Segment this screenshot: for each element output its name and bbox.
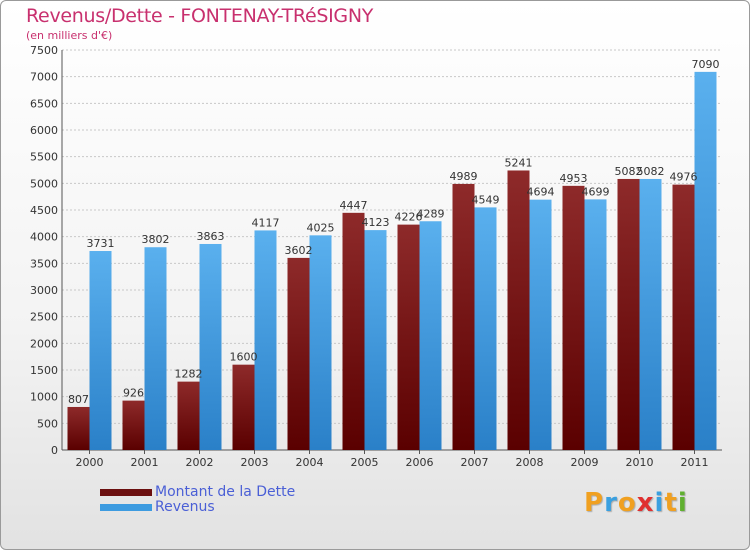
x-tick-label: 2000 bbox=[76, 456, 104, 469]
x-tick-label: 2009 bbox=[571, 456, 599, 469]
y-tick-label: 2000 bbox=[30, 337, 58, 350]
y-tick-label: 6500 bbox=[30, 97, 58, 110]
y-tick-label: 6000 bbox=[30, 124, 58, 137]
data-label-revenue: 4699 bbox=[582, 185, 610, 198]
legend-label-revenue: Revenus bbox=[155, 499, 215, 515]
labels: 807 3731 926 3802 1282 3863 1600 4117 3602 4025 44… bbox=[68, 58, 720, 406]
y-tick-label: 7000 bbox=[30, 71, 58, 84]
bar-revenue bbox=[639, 178, 662, 450]
bar-debt bbox=[452, 183, 475, 451]
logo-letter: r bbox=[604, 488, 618, 518]
data-label-debt: 5241 bbox=[505, 156, 533, 169]
y-tick-label: 1000 bbox=[30, 391, 58, 404]
data-label-debt: 807 bbox=[68, 393, 89, 406]
x-tick-label: 2001 bbox=[131, 456, 159, 469]
x-tick-label: 2007 bbox=[461, 456, 489, 469]
data-label-debt: 5082 bbox=[615, 165, 643, 178]
y-tick-label: 5000 bbox=[30, 177, 58, 190]
bar-revenue bbox=[89, 251, 112, 450]
bar-debt bbox=[507, 170, 530, 451]
bars bbox=[67, 71, 717, 451]
data-label-revenue: 3802 bbox=[142, 233, 170, 246]
bar-debt bbox=[397, 224, 420, 450]
y-tick-label: 0 bbox=[51, 444, 58, 457]
data-label-revenue: 3731 bbox=[87, 237, 115, 250]
data-label-revenue: 4694 bbox=[527, 186, 555, 199]
data-label-revenue: 4289 bbox=[417, 207, 445, 220]
y-tick-label: 7500 bbox=[30, 44, 58, 57]
bar-debt bbox=[177, 381, 200, 450]
data-label-revenue: 4123 bbox=[362, 216, 390, 229]
data-label-revenue: 7090 bbox=[692, 58, 720, 71]
proxiti-logo: Proxiti bbox=[584, 488, 688, 518]
data-label-debt: 4447 bbox=[340, 199, 368, 212]
logo-letter: t bbox=[664, 488, 678, 518]
chart-subtitle: (en milliers d'€) bbox=[26, 29, 113, 42]
chart-title: Revenus/Dette - FONTENAY-TRéSIGNY bbox=[26, 5, 374, 27]
y-tick-label: 4500 bbox=[30, 204, 58, 217]
data-label-revenue: 4549 bbox=[472, 193, 500, 206]
bar-debt bbox=[617, 178, 640, 450]
bar-debt bbox=[562, 185, 585, 450]
data-label-revenue: 4117 bbox=[252, 216, 280, 229]
logo-letter: x bbox=[636, 488, 655, 518]
bar-revenue bbox=[474, 207, 497, 450]
bar-debt bbox=[67, 406, 90, 450]
bar-revenue bbox=[144, 247, 167, 450]
y-tick-label: 5500 bbox=[30, 151, 58, 164]
data-label-debt: 3602 bbox=[285, 244, 313, 257]
x-tick-label: 2002 bbox=[186, 456, 214, 469]
bar-revenue bbox=[364, 230, 387, 450]
logo-letter: i bbox=[677, 488, 688, 518]
y-tick-label: 2500 bbox=[30, 311, 58, 324]
axes: 0 500 1000 1500 2000 2500 3000 3500 4000 4500 5000… bbox=[30, 44, 722, 469]
bar-revenue bbox=[419, 221, 442, 450]
bar-revenue bbox=[309, 235, 332, 450]
x-tick-label: 2003 bbox=[241, 456, 269, 469]
data-label-debt: 4226 bbox=[395, 211, 423, 224]
bar-debt bbox=[672, 184, 695, 450]
y-tick-label: 3000 bbox=[30, 284, 58, 297]
x-tick-label: 2008 bbox=[516, 456, 544, 469]
bar-revenue bbox=[694, 71, 717, 450]
data-label-debt: 4953 bbox=[560, 172, 588, 185]
x-tick-label: 2004 bbox=[296, 456, 324, 469]
bar-debt bbox=[122, 400, 145, 450]
legend-label-debt: Montant de la Dette bbox=[155, 484, 296, 500]
data-label-debt: 1282 bbox=[175, 368, 203, 381]
bar-debt bbox=[287, 257, 310, 450]
x-tick-label: 2011 bbox=[681, 456, 709, 469]
y-tick-label: 3500 bbox=[30, 257, 58, 270]
x-tick-label: 2006 bbox=[406, 456, 434, 469]
bar-revenue bbox=[529, 199, 552, 450]
y-tick-label: 4000 bbox=[30, 231, 58, 244]
data-label-revenue: 3863 bbox=[197, 230, 225, 243]
gridlines bbox=[62, 49, 722, 451]
data-label-debt: 1600 bbox=[230, 351, 258, 364]
data-label-debt: 926 bbox=[123, 387, 144, 400]
data-label-revenue: 5082 bbox=[637, 165, 665, 178]
data-label-debt: 4976 bbox=[670, 171, 698, 184]
y-tick-label: 500 bbox=[37, 417, 58, 430]
bar-revenue bbox=[199, 243, 222, 450]
x-tick-label: 2005 bbox=[351, 456, 379, 469]
bar-revenue bbox=[254, 230, 277, 450]
logo-letter: i bbox=[654, 488, 665, 518]
x-tick-label: 2010 bbox=[626, 456, 654, 469]
data-label-debt: 4989 bbox=[450, 170, 478, 183]
logo-letter: o bbox=[617, 488, 637, 518]
bar-debt bbox=[342, 212, 365, 450]
bar-debt bbox=[232, 364, 255, 450]
legend-swatch-revenue bbox=[100, 504, 152, 511]
y-tick-label: 1500 bbox=[30, 364, 58, 377]
data-label-revenue: 4025 bbox=[307, 221, 335, 234]
bar-revenue bbox=[584, 199, 607, 450]
logo-letter: P bbox=[584, 488, 605, 518]
legend-swatch-debt bbox=[100, 489, 152, 496]
